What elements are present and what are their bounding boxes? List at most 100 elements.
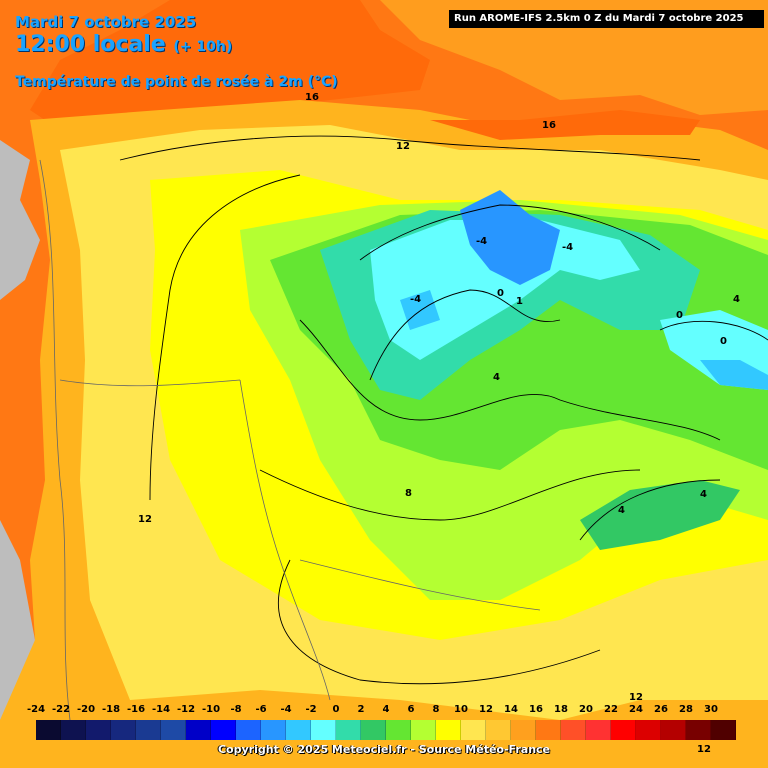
legend-tick-label: 2 xyxy=(357,704,365,715)
field-blue-east xyxy=(700,360,768,390)
legend-tick-label: -12 xyxy=(176,704,196,715)
legend-swatch xyxy=(536,720,561,740)
contour-label: 0 xyxy=(497,288,504,299)
legend-tick-label: 24 xyxy=(629,704,643,715)
legend-swatch xyxy=(686,720,711,740)
contour-line xyxy=(119,135,701,161)
legend-swatch xyxy=(111,720,136,740)
borders xyxy=(39,159,541,721)
field-blue-core xyxy=(460,190,560,285)
map-time: 12:00 locale (+ 10h) xyxy=(15,32,232,57)
contour-label: 0 xyxy=(720,336,727,347)
contour-labels: 16 16 12 -4 -4 -4 0 1 4 0 0 4 8 4 4 12 1… xyxy=(138,92,740,755)
legend-tick-label: -14 xyxy=(151,704,171,715)
legend-tick-label: -16 xyxy=(126,704,146,715)
legend-swatch xyxy=(661,720,686,740)
legend-tick-label: -22 xyxy=(51,704,71,715)
legend-tick-label: 12 xyxy=(479,704,493,715)
contour-label: -4 xyxy=(562,242,573,253)
contour-label: 12 xyxy=(138,514,152,525)
contour-label: 12 xyxy=(396,141,410,152)
legend-swatch xyxy=(186,720,211,740)
legend-tick-label: 22 xyxy=(604,704,618,715)
legend-tick-label: 14 xyxy=(504,704,518,715)
legend-color-scale xyxy=(36,720,736,740)
legend-tick-label: -2 xyxy=(305,704,317,715)
field-sea-north xyxy=(30,0,430,130)
field-cyan xyxy=(370,220,640,360)
legend-tick-label: -18 xyxy=(101,704,121,715)
border-line xyxy=(299,559,541,611)
contour-label: 1 xyxy=(516,296,523,307)
legend-swatch xyxy=(386,720,411,740)
contour-label: -4 xyxy=(410,294,421,305)
contour-label: 16 xyxy=(542,120,556,131)
field-blue-west xyxy=(400,290,440,330)
map-time-label: 12:00 locale xyxy=(15,32,166,57)
contour-line xyxy=(149,174,301,501)
legend-swatch xyxy=(461,720,486,740)
contour-lines xyxy=(119,135,768,685)
legend-tick-label: -20 xyxy=(76,704,96,715)
legend-swatch xyxy=(611,720,636,740)
legend-swatch xyxy=(236,720,261,740)
legend-swatch xyxy=(586,720,611,740)
legend-swatch xyxy=(511,720,536,740)
run-label: Run AROME-IFS 2.5km 0 Z du Mardi 7 octob… xyxy=(449,10,764,28)
legend-tick-label: 30 xyxy=(704,704,718,715)
border-line xyxy=(239,379,331,701)
contour-label: 16 xyxy=(305,92,319,103)
contour-line xyxy=(369,289,561,381)
legend-swatch xyxy=(36,720,61,740)
border-line xyxy=(59,379,241,387)
legend-tick-label: -6 xyxy=(255,704,267,715)
legend-swatch xyxy=(436,720,461,740)
contour-label: 0 xyxy=(676,310,683,321)
contour-line xyxy=(299,319,721,441)
contour-label: 4 xyxy=(493,372,500,383)
legend-tick-label: 20 xyxy=(579,704,593,715)
legend-tick-label: 10 xyxy=(454,704,468,715)
legend-tick-label: -4 xyxy=(280,704,292,715)
legend-swatch xyxy=(61,720,86,740)
legend-tick-label: 6 xyxy=(407,704,415,715)
map-lead-time: (+ 10h) xyxy=(173,39,233,55)
copyright-text: Copyright © 2025 Meteociel.fr - Source M… xyxy=(217,743,551,756)
legend-swatch xyxy=(136,720,161,740)
legend-tick-label: -24 xyxy=(26,704,46,715)
contour-label: 4 xyxy=(618,505,625,516)
contour-label: 8 xyxy=(405,488,412,499)
contour-line xyxy=(359,204,661,261)
field-green-southeast xyxy=(580,480,740,550)
legend-swatch xyxy=(86,720,111,740)
contour-line xyxy=(259,469,641,521)
legend-swatch xyxy=(286,720,311,740)
legend-swatch xyxy=(261,720,286,740)
legend-swatch xyxy=(711,720,736,740)
field-sea-band xyxy=(430,110,700,140)
contour-label: 12 xyxy=(697,744,711,755)
legend-tick-label: 18 xyxy=(554,704,568,715)
legend-swatch xyxy=(311,720,336,740)
map-date: Mardi 7 octobre 2025 xyxy=(15,13,197,31)
legend-tick-label: 28 xyxy=(679,704,693,715)
land-west xyxy=(0,140,40,300)
contour-label: 4 xyxy=(733,294,740,305)
legend-tick-label: -8 xyxy=(230,704,242,715)
legend-swatch xyxy=(161,720,186,740)
legend-swatch xyxy=(561,720,586,740)
contour-label: -4 xyxy=(476,236,487,247)
legend-swatch xyxy=(411,720,436,740)
legend-swatch xyxy=(636,720,661,740)
legend-tick-label: 26 xyxy=(654,704,668,715)
contour-label: 12 xyxy=(629,692,643,703)
map-parameter: Température de point de rosée à 2m (°C) xyxy=(15,74,338,90)
contour-line xyxy=(579,479,721,541)
contour-label: 4 xyxy=(700,489,707,500)
legend-swatch xyxy=(336,720,361,740)
legend-ticks: -24 -22 -20 -18 -16 -14 -12 -10 -8 -6 -4 -2 0 2 4 6 8 10 1… xyxy=(0,704,768,718)
legend-tick-label: 0 xyxy=(332,704,340,715)
legend-swatch xyxy=(486,720,511,740)
legend-tick-label: 8 xyxy=(432,704,440,715)
